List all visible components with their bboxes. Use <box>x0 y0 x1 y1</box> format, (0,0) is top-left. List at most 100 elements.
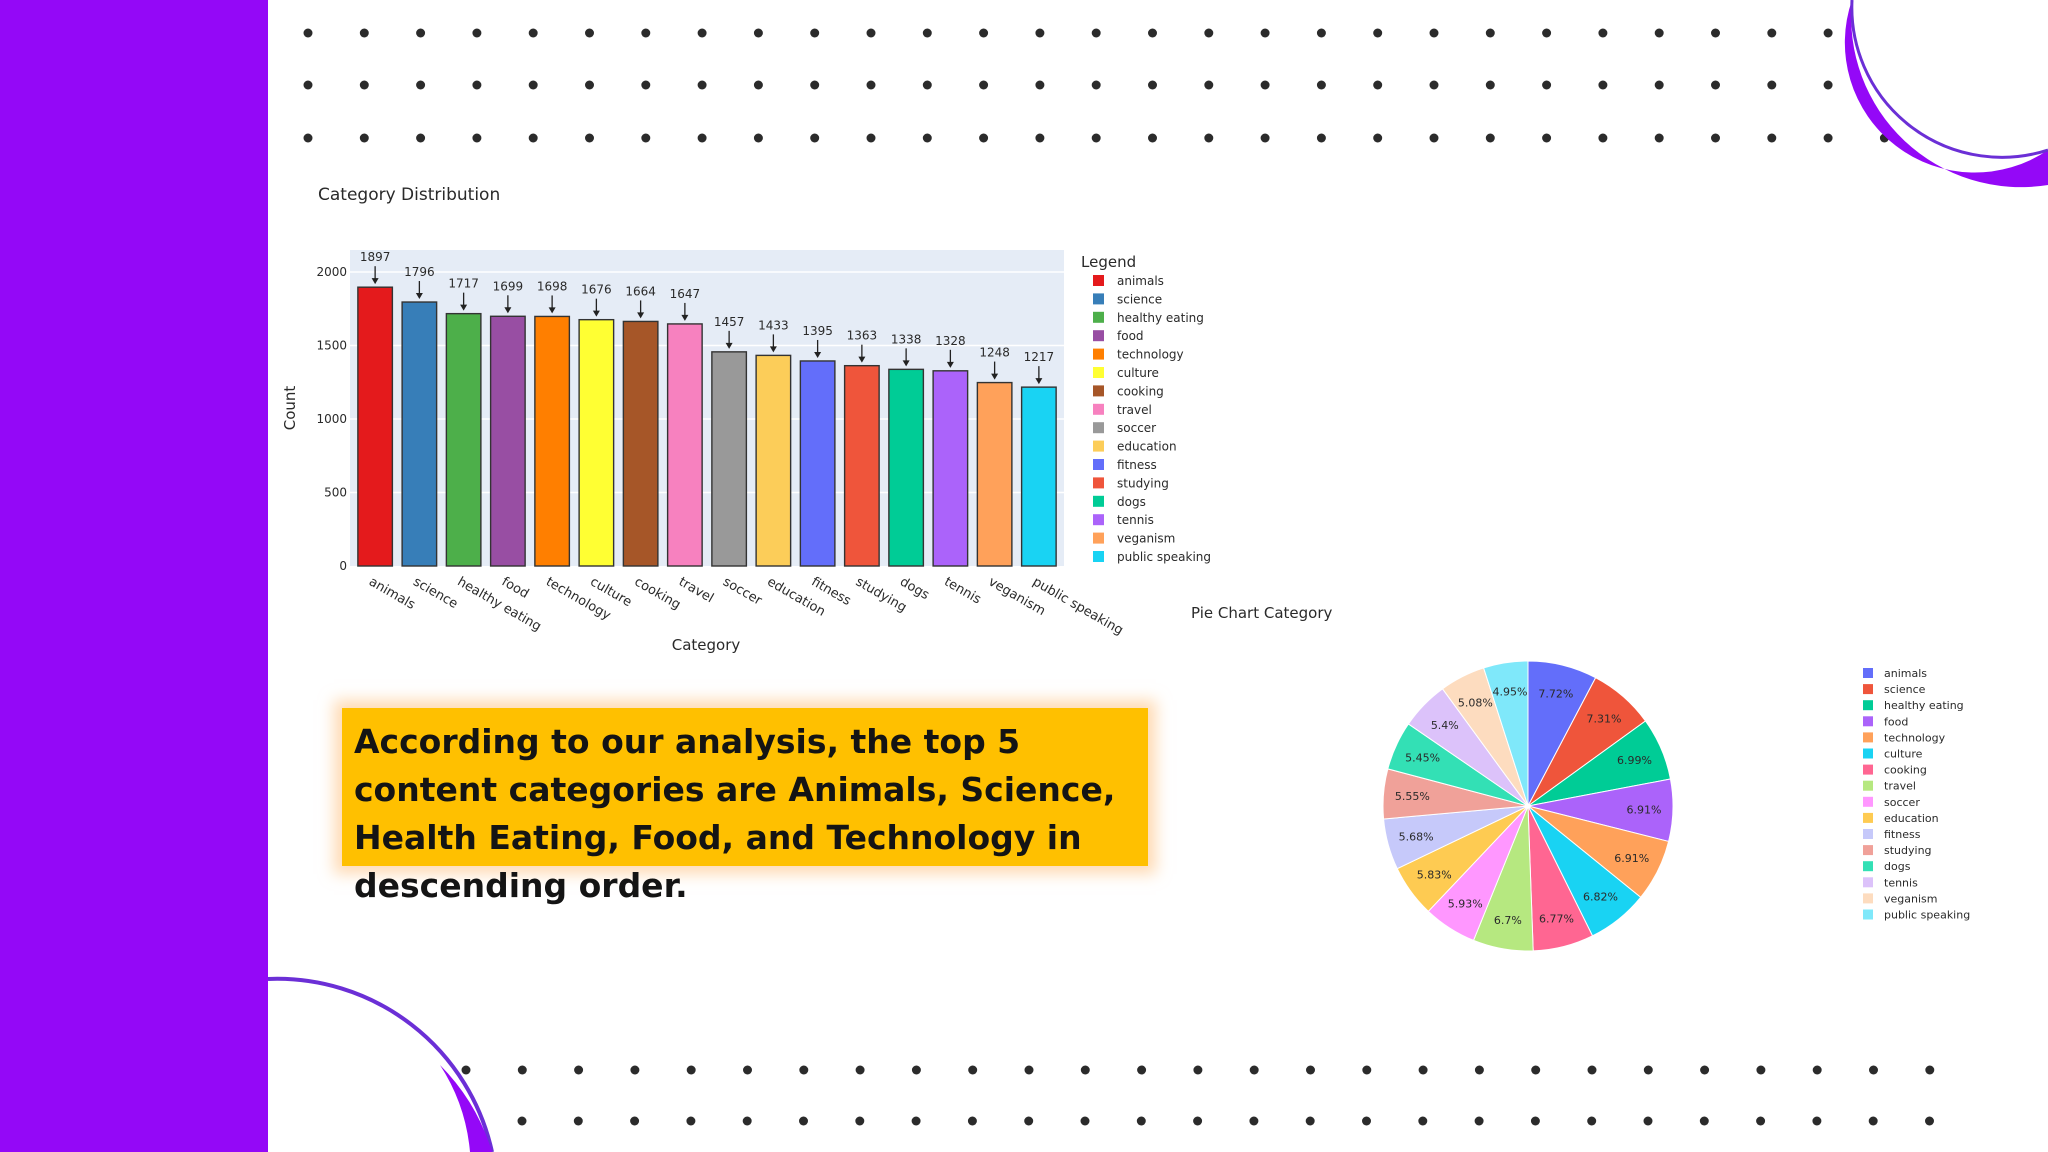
decor-dot <box>1429 80 1439 90</box>
decor-dot <box>1767 28 1777 38</box>
pie-slice-label: 6.91% <box>1614 852 1649 865</box>
bar-legend-swatch <box>1093 551 1104 562</box>
decor-dot <box>1823 133 1833 143</box>
decor-dot <box>1812 1116 1822 1126</box>
decor-dot <box>1024 1065 1034 1075</box>
decor-dot <box>585 80 594 90</box>
decor-dot <box>1373 133 1383 143</box>
bar-legend-label: cooking <box>1117 384 1164 398</box>
pie-slice-label: 5.45% <box>1405 752 1440 765</box>
decor-dot <box>517 1065 527 1075</box>
decor-dot <box>1530 1116 1540 1126</box>
bar <box>445 312 482 567</box>
bottom-left-arc-cover <box>268 978 492 1152</box>
decor-dot <box>1542 80 1552 90</box>
bar <box>534 315 571 567</box>
decor-dot <box>1204 28 1214 38</box>
decor-dot <box>753 80 763 90</box>
bar-annotation-arrowhead <box>681 314 689 321</box>
decor-dot <box>416 133 426 143</box>
bar-legend-label: fitness <box>1117 458 1157 472</box>
decor-dot <box>686 1116 696 1126</box>
decor-dot <box>585 133 594 143</box>
decor-dot <box>1249 1116 1259 1126</box>
decor-dot <box>697 28 707 38</box>
decor-dot <box>1305 1116 1315 1126</box>
pie-legend-label: culture <box>1884 748 1923 761</box>
decor-dot <box>1542 133 1552 143</box>
pie-legend-swatch <box>1863 877 1873 888</box>
decor-dot <box>1193 1065 1203 1075</box>
bar-category-label: tennis <box>941 574 983 607</box>
decor-dot <box>697 80 707 90</box>
decor-dot <box>1204 80 1214 90</box>
decor-dot <box>1035 80 1045 90</box>
decor-dot <box>1474 1065 1484 1075</box>
left-purple-band <box>0 0 268 1152</box>
decor-dot <box>1598 133 1608 143</box>
decor-dot <box>528 80 538 90</box>
bar-legend-swatch <box>1093 367 1104 378</box>
decor-dot <box>1654 28 1664 38</box>
decor-dot <box>968 1065 978 1075</box>
bar-value-label: 1699 <box>493 279 524 293</box>
bar-y-tick-label: 500 <box>324 486 347 500</box>
decor-dot <box>1474 1116 1484 1126</box>
decor-dot <box>1812 1065 1822 1075</box>
bottom-left-arc <box>267 976 494 1152</box>
bar-legend-label: studying <box>1117 476 1169 490</box>
pie-slice-label: 4.95% <box>1493 685 1528 698</box>
bar-annotation-arrowhead <box>902 360 910 367</box>
pie-legend-label: public speaking <box>1884 909 1970 922</box>
decor-dot <box>810 80 820 90</box>
decor-dot <box>1148 28 1157 38</box>
decor-dot <box>979 80 989 90</box>
top-right-arc <box>1844 0 2048 188</box>
decor-dot <box>855 1116 865 1126</box>
decor-dot <box>1260 133 1270 143</box>
decor-dot <box>1869 1065 1878 1075</box>
pie-legend-swatch <box>1863 700 1873 711</box>
bar-annotation-arrowhead <box>504 307 512 314</box>
decor-dot <box>743 1065 752 1075</box>
bar-x-axis-label: Category <box>672 636 741 654</box>
decor-dot <box>742 1116 752 1126</box>
decor-dot <box>799 1116 808 1126</box>
bar-annotation-arrowhead <box>725 342 733 349</box>
pie-legend-swatch <box>1863 668 1873 678</box>
bar-value-label: 1698 <box>537 279 568 293</box>
decor-dot <box>1925 1116 1934 1126</box>
decor-dot <box>641 80 651 90</box>
bar <box>401 301 438 567</box>
decor-dot <box>911 1065 921 1075</box>
bar-legend-swatch <box>1093 403 1104 415</box>
bar-annotation-arrowhead <box>415 293 423 300</box>
pie-legend-swatch <box>1863 780 1873 791</box>
decor-dot <box>1316 28 1326 38</box>
bar-value-label: 1897 <box>360 250 391 264</box>
bar-y-tick-label: 2000 <box>316 265 347 279</box>
decor-dot <box>641 133 651 143</box>
decor-dot <box>1193 1116 1203 1126</box>
bar-legend-label: food <box>1117 329 1144 343</box>
top-right-arc-outline <box>1850 0 2048 159</box>
decor-dot <box>1316 133 1326 143</box>
pie-slice-label: 7.72% <box>1538 687 1573 700</box>
decor-dot <box>922 80 932 90</box>
pie-slice-label: 5.4% <box>1431 719 1459 732</box>
decor-dot <box>630 1065 640 1075</box>
pie-chart-title: Pie Chart Category <box>1191 604 1333 622</box>
decor-dot <box>461 1065 471 1075</box>
bar-annotation-arrowhead <box>991 373 999 380</box>
pie-legend-swatch <box>1863 861 1873 872</box>
pie-legend-swatch <box>1863 845 1873 856</box>
bottom-left-arc-fill <box>440 1065 492 1152</box>
decor-dot <box>1925 1065 1935 1075</box>
bar-legend-label: tennis <box>1117 513 1154 527</box>
bar-legend-swatch <box>1093 459 1104 470</box>
decor-dot <box>1711 28 1720 38</box>
dot-pattern <box>303 28 1935 1126</box>
bar-legend-label: culture <box>1117 366 1159 380</box>
bar-annotation-arrowhead <box>1035 378 1043 385</box>
decor-dot <box>1418 1116 1428 1126</box>
